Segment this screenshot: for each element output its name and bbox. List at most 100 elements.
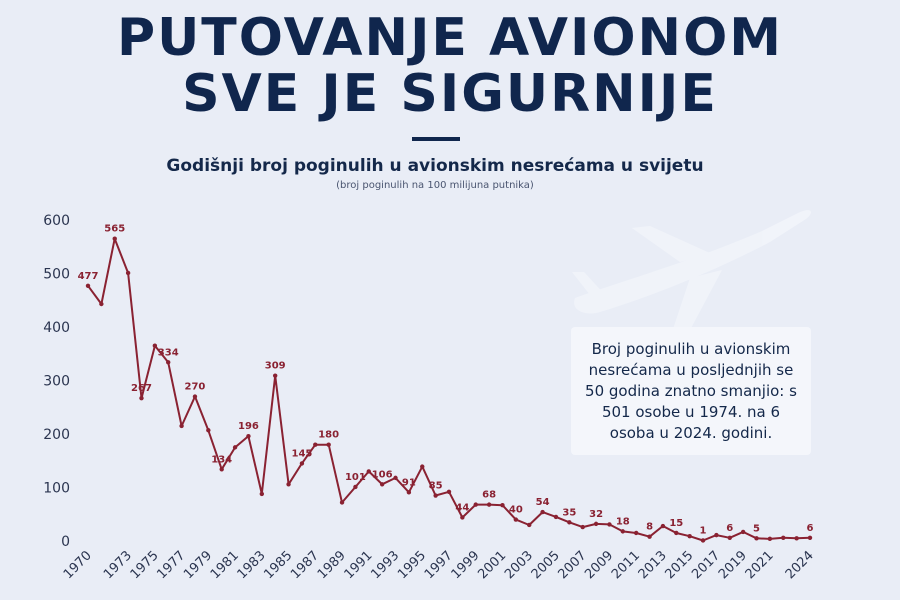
data-point [660, 523, 666, 529]
chart-title: Godišnji broj poginulih u avionskim nesr… [166, 156, 704, 176]
x-tick-label: 1995 [395, 548, 429, 582]
data-label: 134 [211, 454, 232, 465]
data-point [246, 433, 251, 439]
data-point [326, 442, 331, 447]
data-point [433, 493, 438, 498]
x-tick-label: 1983 [235, 548, 269, 582]
x-tick-label: 2019 [716, 548, 750, 582]
data-point [232, 445, 238, 450]
data-point [259, 491, 265, 497]
data-label: 477 [78, 271, 99, 282]
data-point [500, 502, 505, 508]
data-label: 267 [131, 383, 152, 394]
headline-line-2: SVE JE SIGURNIJE [182, 64, 718, 124]
data-label: 196 [238, 421, 259, 432]
data-point [620, 529, 626, 534]
x-tick-label: 2015 [662, 548, 696, 582]
x-tick-label: 2017 [689, 548, 723, 582]
data-label: 15 [669, 518, 683, 529]
y-tick-label: 600 [43, 213, 70, 229]
data-label: 91 [402, 477, 416, 488]
data-point [339, 500, 345, 505]
data-label: 334 [158, 347, 179, 358]
x-tick-label: 2007 [556, 548, 590, 582]
data-point [540, 509, 545, 515]
x-tick-label: 1997 [422, 548, 456, 582]
x-tick-label: 1985 [261, 548, 295, 582]
data-point [754, 536, 759, 541]
data-point [740, 529, 746, 535]
y-tick-label: 300 [43, 374, 70, 390]
y-axis: 0 100 200 300 400 500 600 [43, 213, 70, 550]
data-label: 35 [562, 507, 576, 518]
data-label: 5 [753, 523, 760, 534]
data-label: 8 [646, 522, 653, 533]
data-point [406, 490, 412, 495]
x-tick-label: 2005 [529, 548, 563, 582]
data-point [781, 535, 786, 540]
data-point [446, 489, 452, 494]
data-point [700, 538, 706, 543]
data-point [85, 283, 91, 289]
data-label: 85 [429, 481, 443, 492]
x-axis: 1970 197319751977197919811983198519871989… [61, 548, 817, 582]
title-divider [412, 137, 460, 141]
data-point [286, 482, 291, 487]
x-tick-label: 1973 [101, 548, 135, 582]
data-label: 106 [372, 469, 393, 480]
data-label: 40 [509, 505, 523, 516]
data-label: 32 [589, 509, 603, 520]
data-point [633, 530, 639, 536]
data-point [593, 521, 599, 527]
data-point [192, 394, 198, 399]
data-point [460, 515, 465, 520]
data-point [99, 301, 104, 307]
x-tick-label: 2021 [743, 548, 777, 582]
y-tick-label: 0 [61, 534, 70, 550]
data-point [420, 464, 425, 469]
data-point [687, 533, 692, 539]
data-point [206, 428, 211, 433]
data-point [219, 467, 224, 472]
data-point [353, 484, 358, 490]
data-point [580, 524, 585, 530]
callout-text: Broj poginulih u avionskim nesrećama u p… [585, 339, 797, 442]
chart-subtitle: (broj poginulih na 100 milijuna putnika) [336, 180, 534, 191]
data-point [567, 520, 572, 525]
x-tick-label: 2024 [783, 548, 817, 582]
data-label: 68 [482, 490, 496, 501]
y-tick-label: 200 [43, 427, 70, 443]
x-tick-label: 1981 [208, 548, 242, 582]
data-label: 180 [318, 430, 339, 441]
data-point [674, 530, 679, 536]
x-tick-label: 1999 [449, 548, 483, 582]
data-point [393, 475, 398, 481]
data-point [166, 360, 171, 365]
data-point [807, 535, 813, 540]
data-label: 565 [104, 224, 125, 235]
data-label: 6 [807, 523, 814, 534]
series-deaths [85, 236, 813, 543]
data-point [647, 534, 652, 539]
data-point [727, 535, 732, 540]
data-point [379, 482, 385, 487]
data-point [767, 536, 773, 542]
x-tick-label: 1987 [288, 548, 322, 582]
data-point [272, 373, 278, 378]
data-point [513, 517, 519, 522]
data-point [152, 343, 158, 348]
data-label: 1 [700, 525, 707, 536]
data-point [313, 442, 318, 447]
callout-box: Broj poginulih u avionskim nesrećama u p… [571, 327, 811, 455]
data-point [714, 532, 719, 538]
y-tick-label: 400 [43, 320, 70, 336]
x-tick-label: 1975 [128, 548, 162, 582]
data-point [553, 514, 559, 520]
data-point [527, 522, 532, 528]
data-point [139, 395, 144, 401]
x-tick-label: 2011 [609, 548, 643, 582]
y-tick-label: 100 [43, 481, 70, 497]
data-label: 54 [536, 497, 550, 508]
